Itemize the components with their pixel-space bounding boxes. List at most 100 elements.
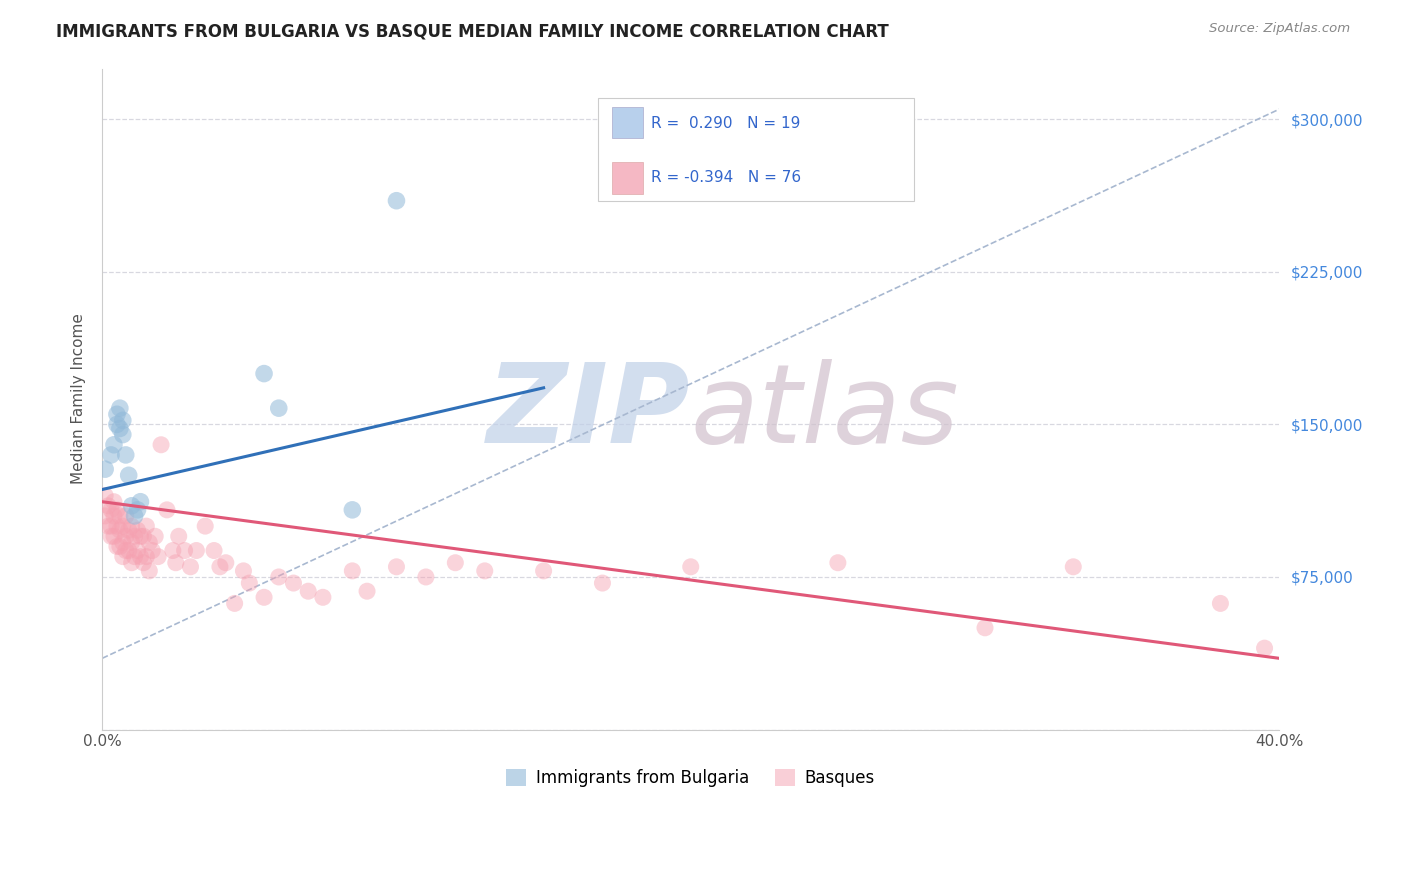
Point [312,591,335,605]
Point [111,535,134,549]
Point [111,519,134,533]
Point [297,584,319,599]
Point [224,596,246,610]
Point [232,564,254,578]
Point [156,503,179,517]
Point [124,529,146,543]
Point [108,421,131,435]
Point [124,549,146,564]
Text: Source: ZipAtlas.com: Source: ZipAtlas.com [1209,22,1350,36]
Point [118,523,141,537]
Point [138,535,160,549]
Point [132,529,155,543]
Point [121,519,143,533]
Point [121,499,143,513]
Point [186,543,208,558]
Point [215,556,238,570]
Point [129,529,152,543]
Y-axis label: Median Family Income: Median Family Income [72,314,86,484]
Point [108,508,131,523]
Legend: Immigrants from Bulgaria, Basques: Immigrants from Bulgaria, Basques [499,763,882,794]
Point [385,194,408,208]
Point [114,508,136,523]
Text: R = -0.394   N = 76: R = -0.394 N = 76 [651,170,801,185]
Point [202,543,225,558]
Point [97,519,120,533]
Point [127,523,149,537]
Text: ZIP: ZIP [488,359,690,466]
Point [141,543,163,558]
Point [111,549,134,564]
Text: atlas: atlas [690,359,959,466]
Point [97,499,120,513]
Point [385,559,408,574]
Text: R =  0.290   N = 19: R = 0.290 N = 19 [651,116,800,130]
Point [167,529,190,543]
Point [111,413,134,427]
Point [129,494,152,508]
Point [118,543,141,558]
Point [100,503,122,517]
Point [253,591,276,605]
Point [267,570,290,584]
Point [108,540,131,554]
Point [108,523,131,537]
Point [114,529,136,543]
Point [127,503,149,517]
Point [1209,596,1232,610]
Point [267,401,290,416]
Point [105,503,128,517]
Point [135,519,157,533]
Point [105,407,128,421]
Point [121,535,143,549]
Point [132,556,155,570]
Point [342,503,364,517]
Point [94,508,117,523]
Point [114,448,136,462]
Point [138,564,160,578]
Point [105,519,128,533]
Point [173,543,195,558]
Point [1062,559,1084,574]
Point [356,584,378,599]
Point [111,427,134,442]
Point [105,540,128,554]
Point [679,559,702,574]
Text: IMMIGRANTS FROM BULGARIA VS BASQUE MEDIAN FAMILY INCOME CORRELATION CHART: IMMIGRANTS FROM BULGARIA VS BASQUE MEDIA… [56,22,889,40]
Point [283,576,305,591]
Point [100,448,122,462]
Point [118,468,141,483]
Point [114,543,136,558]
Point [103,494,125,508]
Point [103,438,125,452]
Point [103,508,125,523]
Point [591,576,613,591]
Point [105,417,128,432]
Point [827,556,849,570]
Point [444,556,467,570]
Point [474,564,496,578]
Point [415,570,437,584]
Point [253,367,276,381]
Point [208,559,231,574]
Point [94,489,117,503]
Point [194,519,217,533]
Point [1253,641,1275,656]
Point [124,508,146,523]
Point [143,529,166,543]
Point [127,543,149,558]
Point [974,621,997,635]
Point [135,549,157,564]
Point [238,576,260,591]
Point [94,462,117,476]
Point [100,519,122,533]
Point [121,556,143,570]
Point [165,556,187,570]
Point [162,543,184,558]
Point [150,438,173,452]
Point [103,529,125,543]
Point [108,401,131,416]
Point [129,549,152,564]
Point [100,529,122,543]
Point [533,564,555,578]
